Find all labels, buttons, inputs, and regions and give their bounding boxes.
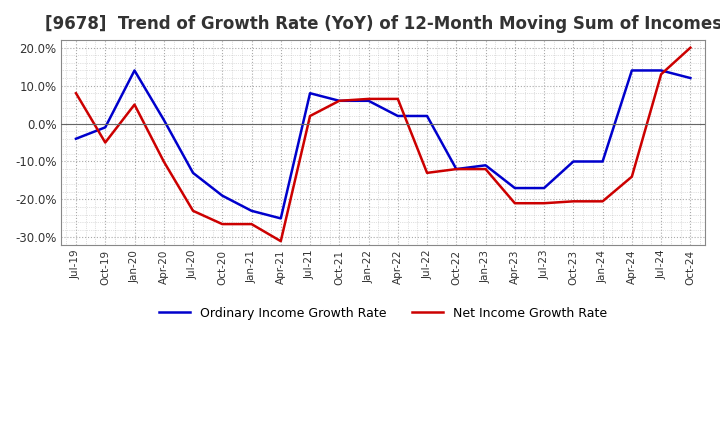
Ordinary Income Growth Rate: [569, 159, 577, 164]
Ordinary Income Growth Rate: [159, 117, 168, 122]
Ordinary Income Growth Rate: [189, 170, 197, 176]
Net Income Growth Rate: [306, 114, 315, 119]
Ordinary Income Growth Rate: [218, 193, 227, 198]
Net Income Growth Rate: [686, 45, 695, 50]
Net Income Growth Rate: [276, 238, 285, 244]
Net Income Growth Rate: [335, 98, 343, 103]
Ordinary Income Growth Rate: [452, 166, 461, 172]
Ordinary Income Growth Rate: [540, 185, 549, 191]
Net Income Growth Rate: [569, 199, 577, 204]
Net Income Growth Rate: [540, 201, 549, 206]
Ordinary Income Growth Rate: [101, 125, 109, 130]
Ordinary Income Growth Rate: [657, 68, 665, 73]
Net Income Growth Rate: [481, 166, 490, 172]
Net Income Growth Rate: [130, 102, 139, 107]
Net Income Growth Rate: [394, 96, 402, 102]
Net Income Growth Rate: [452, 166, 461, 172]
Net Income Growth Rate: [510, 201, 519, 206]
Net Income Growth Rate: [598, 199, 607, 204]
Ordinary Income Growth Rate: [276, 216, 285, 221]
Net Income Growth Rate: [657, 72, 665, 77]
Line: Ordinary Income Growth Rate: Ordinary Income Growth Rate: [76, 70, 690, 218]
Ordinary Income Growth Rate: [306, 91, 315, 96]
Ordinary Income Growth Rate: [247, 208, 256, 213]
Net Income Growth Rate: [101, 140, 109, 145]
Ordinary Income Growth Rate: [130, 68, 139, 73]
Line: Net Income Growth Rate: Net Income Growth Rate: [76, 48, 690, 241]
Ordinary Income Growth Rate: [598, 159, 607, 164]
Ordinary Income Growth Rate: [394, 114, 402, 119]
Net Income Growth Rate: [423, 170, 431, 176]
Net Income Growth Rate: [159, 159, 168, 164]
Net Income Growth Rate: [364, 96, 373, 102]
Title: [9678]  Trend of Growth Rate (YoY) of 12-Month Moving Sum of Incomes: [9678] Trend of Growth Rate (YoY) of 12-…: [45, 15, 720, 33]
Net Income Growth Rate: [628, 174, 636, 180]
Ordinary Income Growth Rate: [481, 163, 490, 168]
Ordinary Income Growth Rate: [423, 114, 431, 119]
Ordinary Income Growth Rate: [510, 185, 519, 191]
Net Income Growth Rate: [189, 208, 197, 213]
Net Income Growth Rate: [72, 91, 81, 96]
Ordinary Income Growth Rate: [364, 98, 373, 103]
Ordinary Income Growth Rate: [686, 75, 695, 81]
Ordinary Income Growth Rate: [628, 68, 636, 73]
Legend: Ordinary Income Growth Rate, Net Income Growth Rate: Ordinary Income Growth Rate, Net Income …: [154, 302, 612, 325]
Ordinary Income Growth Rate: [335, 98, 343, 103]
Net Income Growth Rate: [218, 221, 227, 227]
Net Income Growth Rate: [247, 221, 256, 227]
Ordinary Income Growth Rate: [72, 136, 81, 141]
